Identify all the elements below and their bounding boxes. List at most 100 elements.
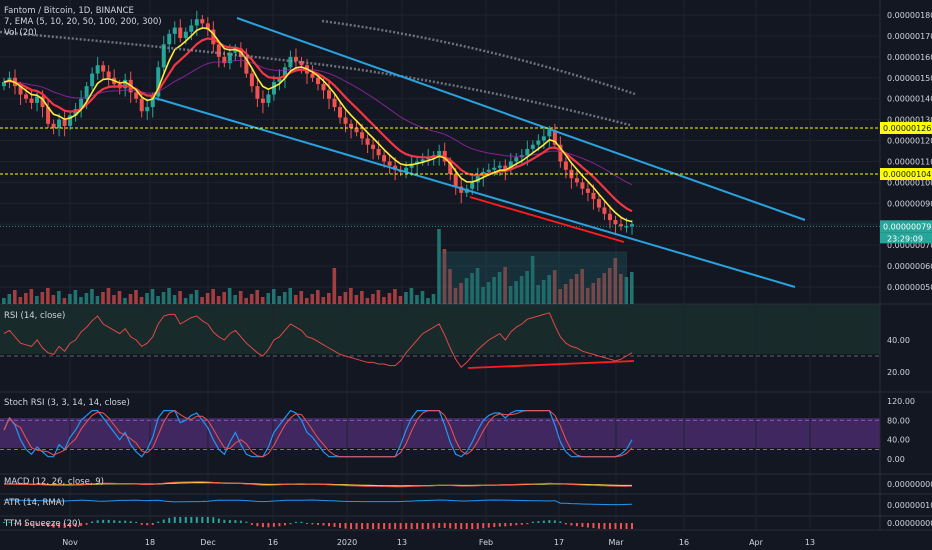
candle-body: [393, 165, 398, 170]
volume-bar: [387, 293, 392, 304]
ttm-bar: [432, 523, 435, 529]
volume-bar: [266, 293, 271, 304]
ttm-bar: [3, 522, 5, 523]
ttm-bar: [206, 517, 209, 523]
trendline-drawings[interactable]: [0, 17, 880, 369]
volume-bar: [244, 298, 248, 304]
volume-bar: [134, 290, 138, 304]
ttm-bar: [548, 520, 551, 523]
ttm-bar: [195, 517, 198, 523]
ttm-bar: [438, 523, 441, 528]
ttm-bar: [405, 523, 408, 529]
candle-body: [360, 132, 365, 139]
volume-bar: [194, 290, 199, 304]
volume-profile-box: [438, 251, 627, 305]
ema-200-line: [0, 30, 631, 127]
candle-body: [18, 86, 23, 95]
ttm-bar: [625, 523, 628, 529]
ttm-bar: [339, 523, 342, 528]
ttm-bar: [586, 523, 589, 528]
price-axis[interactable]: 0.00000180 0.00000170 0.00000160 0.00000150…: [880, 11, 932, 528]
price-tick-label: 0.00000060: [887, 262, 932, 271]
volume-bar: [492, 277, 496, 304]
ttm-bar: [333, 523, 336, 527]
candle-body: [492, 167, 497, 170]
volume-bar: [453, 288, 458, 304]
candle-body: [2, 81, 6, 87]
ttm-bar: [564, 523, 567, 525]
candle-body: [437, 151, 442, 156]
volume-bar: [332, 268, 337, 304]
candle-body: [415, 161, 420, 164]
volume-bars: [2, 229, 634, 305]
candle-body: [580, 182, 585, 189]
ttm-bar: [465, 523, 468, 529]
candle-body: [508, 161, 513, 170]
volume-bar: [156, 296, 160, 304]
ttm-bar: [531, 521, 534, 523]
ttm-bar: [96, 520, 99, 523]
rsi-tick-label: 40.00: [887, 336, 910, 345]
candle-body: [514, 157, 519, 162]
candle-body: [541, 136, 546, 141]
candle-body: [178, 27, 183, 39]
volume-bar: [563, 284, 568, 304]
volume-bar: [277, 296, 282, 304]
volume-bar: [360, 291, 364, 304]
ttm-bar: [179, 517, 182, 523]
lower-level-tag: 0.00000104: [883, 170, 931, 179]
candle-body: [205, 23, 210, 30]
stoch-d-line: [3, 410, 633, 458]
candle-body: [90, 73, 95, 87]
price-tick-label: 0.00000110: [887, 157, 932, 166]
time-axis[interactable]: Nov 18 Dec 16 2020 13 Feb 17 Mar 16 Apr 13: [62, 538, 815, 547]
candle-body: [29, 98, 34, 103]
time-tick-label: 2020: [337, 538, 357, 547]
volume-bar: [57, 291, 61, 304]
volume-bar: [29, 289, 34, 304]
macd-tick-label: 0.00000000: [887, 480, 932, 489]
volume-bar: [486, 282, 491, 304]
ttm-bar: [85, 523, 88, 525]
volume-bar: [211, 289, 215, 304]
candle-body: [420, 159, 425, 162]
volume-bar: [293, 295, 298, 304]
volume-bar: [448, 269, 452, 304]
rsi-tick-label: 20.00: [887, 368, 910, 377]
volume-bar: [167, 288, 171, 304]
volume-bar: [607, 268, 612, 304]
indicator-panes: [0, 312, 880, 529]
ttm-bar: [305, 523, 308, 525]
ttm-bar: [394, 523, 397, 529]
candle-body: [244, 56, 249, 74]
upper-level-tag: 0.00000126: [883, 124, 931, 133]
ema-300-line: [321, 19, 636, 96]
atr-legend: ATR (14, RMA): [4, 498, 65, 508]
volume-bar: [271, 289, 276, 304]
upper-level-tag-bg: [880, 121, 932, 134]
volume-bar: [338, 296, 342, 304]
atr-line: [3, 499, 633, 506]
volume-bar: [128, 294, 133, 304]
candle-body: [46, 107, 51, 124]
candle-body: [233, 48, 238, 53]
channel-lower-line: [154, 97, 796, 288]
ttm-bar: [515, 523, 518, 526]
volume-bar: [343, 292, 348, 304]
candle-body: [172, 27, 177, 34]
ttm-bar: [559, 521, 562, 523]
ttm-bar: [361, 523, 364, 529]
candle-body: [530, 144, 535, 149]
candle-body: [486, 169, 491, 172]
ttm-bar: [74, 523, 77, 527]
candle-body: [200, 19, 205, 24]
volume-bar: [382, 297, 386, 304]
ttm-bar: [504, 523, 507, 527]
ttm-bar: [603, 523, 606, 529]
volume-bar: [161, 292, 166, 304]
volume-bar: [310, 294, 315, 304]
volume-bar: [304, 298, 309, 304]
candle-body: [349, 123, 354, 128]
